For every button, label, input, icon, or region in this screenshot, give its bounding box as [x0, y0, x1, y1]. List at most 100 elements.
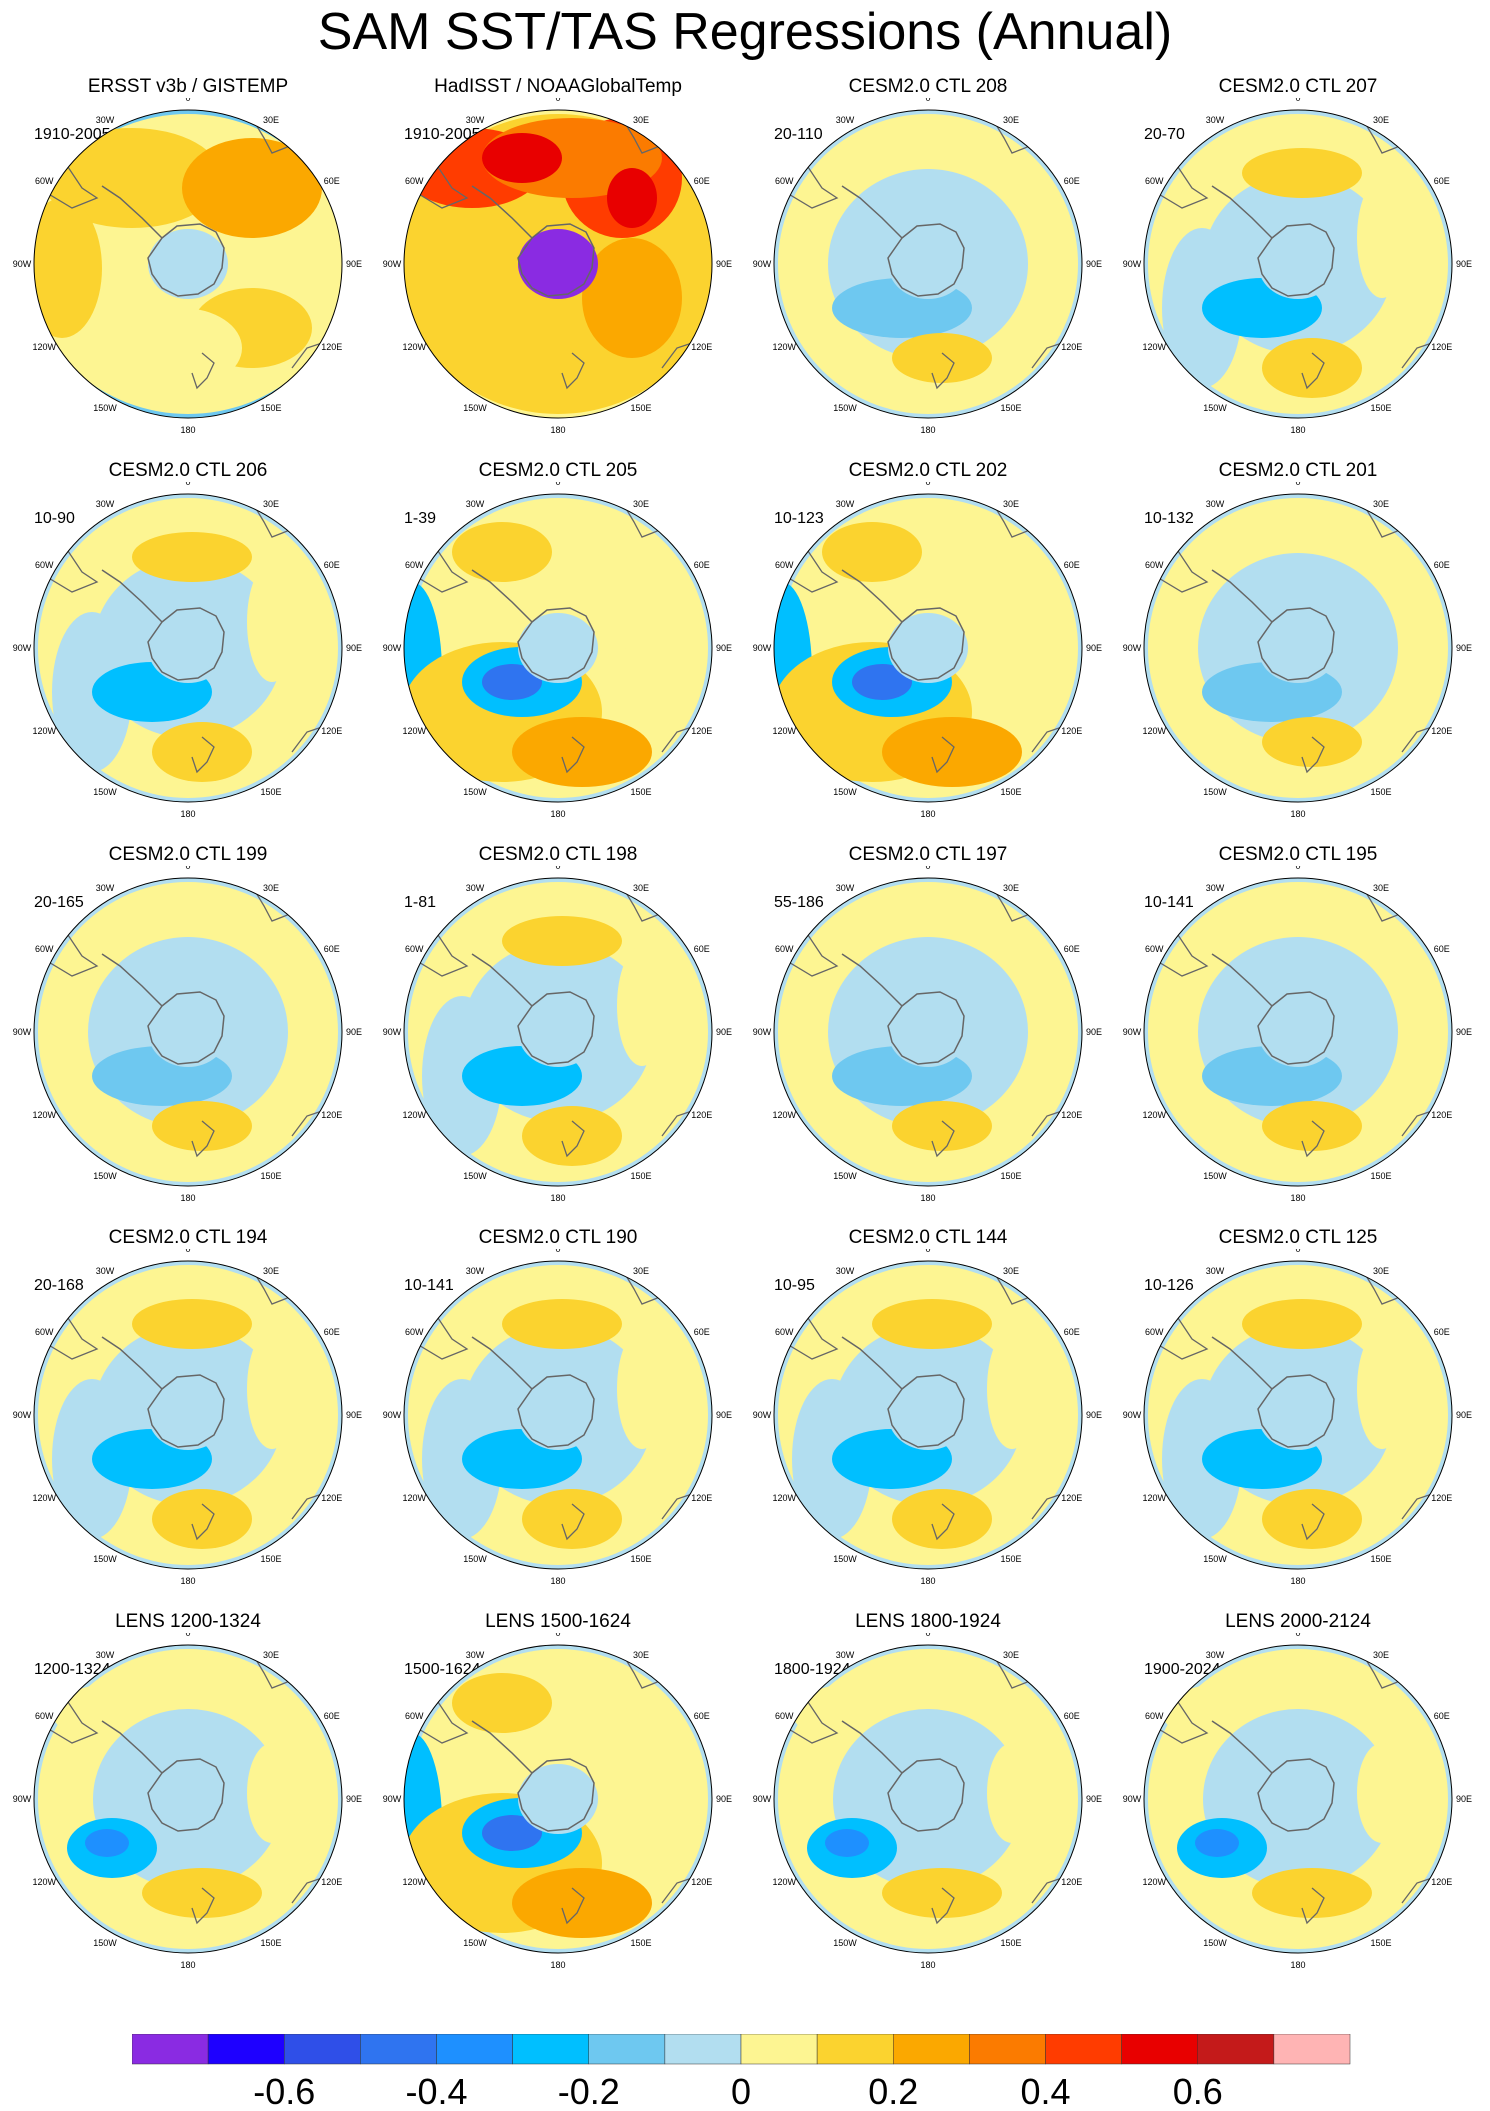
colorbar-swatch	[1121, 2034, 1199, 2065]
longitude-label: 60W	[405, 1327, 424, 1337]
colorbar-tick-label: 0.6	[1173, 2071, 1223, 2110]
longitude-label: 150E	[260, 1938, 281, 1948]
longitude-label: 90W	[13, 1410, 32, 1420]
longitude-label: 30W	[1206, 1650, 1225, 1660]
map-panel: ERSST v3b / GISTEMP 1910-2005 0 30E 60E 90E 12…	[2, 76, 374, 473]
longitude-label: 60W	[35, 560, 54, 570]
longitude-label: 150E	[1370, 1938, 1391, 1948]
longitude-label: 150E	[1000, 787, 1021, 797]
map-border	[33, 109, 343, 419]
field-contour	[132, 1299, 252, 1349]
longitude-label: 60E	[694, 944, 710, 954]
longitude-label: 120W	[1142, 1877, 1166, 1887]
longitude-label: 90W	[383, 259, 402, 269]
longitude-label: 0	[925, 482, 930, 487]
map-border	[773, 1260, 1083, 1570]
antarctic-peninsula-outline	[1211, 1336, 1273, 1390]
longitude-label: 150W	[93, 787, 117, 797]
longitude-label: 90W	[383, 1027, 402, 1037]
antarctica-outline	[1257, 1758, 1335, 1832]
longitude-label: 0	[925, 1249, 930, 1254]
field-contour	[852, 664, 912, 700]
new-zealand-outline	[561, 736, 585, 774]
polar-map: 0 30E 60E 90E 120E 150E 180 150W 120W 90W 60W 30W	[383, 866, 732, 1203]
antarctica-outline	[147, 991, 225, 1065]
polar-map: 0 30E 60E 90E 120E 150E 180 150W 120W 90W 60W 30W	[13, 482, 362, 819]
longitude-label: 30E	[1373, 883, 1389, 893]
panel-period: 10-90	[34, 510, 75, 527]
antarctic-peninsula-outline	[101, 1336, 163, 1390]
longitude-label: 150W	[93, 1171, 117, 1181]
longitude-label: 150E	[1000, 403, 1021, 413]
longitude-label: 120E	[1061, 1877, 1082, 1887]
polar-map: 0 30E 60E 90E 120E 150E 180 150W 120W 90W 60W 30W	[383, 98, 732, 435]
longitude-label: 90W	[1123, 1027, 1142, 1037]
longitude-label: 30E	[263, 499, 279, 509]
longitude-label: 60W	[1145, 560, 1164, 570]
field-contour	[482, 133, 562, 183]
map-border	[773, 493, 1083, 803]
map-panel: CESM2.0 CTL 199 20-165 0 30E 60E 90E 120E 150E 1…	[2, 844, 374, 1241]
field-contour	[1262, 1101, 1362, 1151]
longitude-label: 30W	[96, 883, 115, 893]
longitude-label: 120E	[1431, 1110, 1452, 1120]
longitude-label: 90W	[753, 1794, 772, 1804]
longitude-label: 30W	[466, 1650, 485, 1660]
longitude-label: 90E	[1086, 259, 1102, 269]
antarctic-peninsula-outline	[101, 569, 163, 623]
longitude-label: 150E	[630, 1938, 651, 1948]
polar-map: 0 30E 60E 90E 120E 150E 180 150W 120W 90W 60W 30W	[13, 1633, 362, 1970]
colorbar-swatch	[1197, 2034, 1275, 2065]
map-panel: CESM2.0 CTL 206 10-90 0 30E 60E 90E 120E 150E 18…	[2, 460, 374, 857]
longitude-label: 0	[185, 482, 190, 487]
longitude-label: 150E	[260, 1171, 281, 1181]
longitude-label: 60E	[324, 1327, 340, 1337]
panel-period: 20-168	[34, 1277, 84, 1294]
longitude-label: 60W	[405, 176, 424, 186]
longitude-label: 30E	[263, 115, 279, 125]
longitude-label: 180	[550, 1193, 565, 1203]
antarctica-outline	[517, 223, 595, 297]
field-contour	[132, 532, 252, 582]
field-contour	[522, 1489, 622, 1549]
longitude-label: 90E	[346, 643, 362, 653]
longitude-label: 180	[920, 1576, 935, 1586]
panel-title: CESM2.0 CTL 195	[1218, 844, 1378, 865]
longitude-label: 180	[180, 809, 195, 819]
new-zealand-outline	[1301, 352, 1325, 390]
field-contour	[987, 1743, 1037, 1843]
longitude-label: 120E	[691, 1493, 712, 1503]
longitude-label: 180	[180, 425, 195, 435]
longitude-label: 60E	[324, 944, 340, 954]
longitude-label: 150E	[630, 1171, 651, 1181]
longitude-label: 90E	[1456, 1794, 1472, 1804]
colorbar-tick-label: -0.2	[558, 2071, 620, 2110]
field-contour	[148, 1380, 228, 1450]
longitude-label: 30W	[1206, 499, 1225, 509]
map-border	[403, 1260, 713, 1570]
panel-period: 10-141	[1144, 894, 1194, 911]
longitude-label: 60E	[694, 1327, 710, 1337]
panel-period: 1500-1624	[404, 1661, 481, 1678]
map-border	[773, 109, 1083, 419]
colorbar-swatch	[664, 2034, 742, 2065]
longitude-label: 90W	[1123, 1410, 1142, 1420]
map-border	[403, 877, 713, 1187]
longitude-label: 0	[925, 98, 930, 103]
longitude-label: 150W	[463, 403, 487, 413]
longitude-label: 30E	[263, 883, 279, 893]
longitude-label: 150W	[463, 1554, 487, 1564]
panel-title: CESM2.0 CTL 125	[1218, 1227, 1378, 1248]
map-panel: LENS 1200-1324 1200-1324 0 30E 60E 90E 120E 150…	[2, 1611, 374, 2008]
field-contour	[452, 522, 552, 582]
longitude-label: 90W	[1123, 259, 1142, 269]
longitude-label: 150W	[1203, 787, 1227, 797]
field-contour	[888, 997, 968, 1067]
longitude-label: 30W	[96, 115, 115, 125]
longitude-label: 120W	[32, 1110, 56, 1120]
polar-map: 0 30E 60E 90E 120E 150E 180 150W 120W 90W 60W 30W	[383, 482, 732, 819]
longitude-label: 120E	[321, 1110, 342, 1120]
longitude-label: 30E	[633, 499, 649, 509]
field-contour	[888, 613, 968, 683]
field-contour	[142, 1868, 262, 1918]
